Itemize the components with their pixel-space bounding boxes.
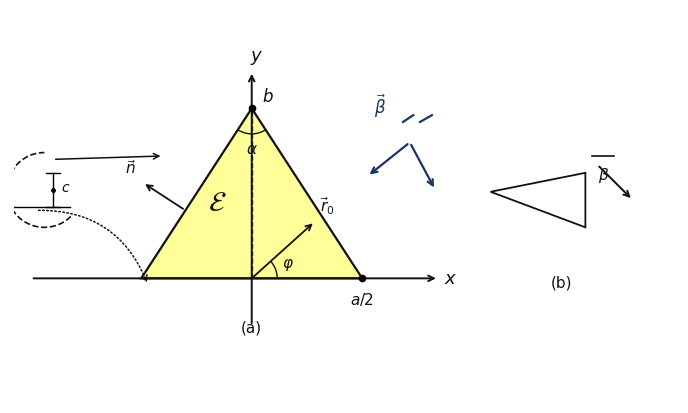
Text: $x$: $x$ — [444, 270, 457, 287]
Text: (a): (a) — [241, 320, 262, 335]
Text: $a/2$: $a/2$ — [350, 290, 374, 308]
Text: (b): (b) — [551, 275, 572, 290]
Text: $b$: $b$ — [262, 88, 274, 106]
Text: $\varphi$: $\varphi$ — [282, 256, 294, 272]
Text: $\beta$: $\beta$ — [599, 165, 610, 184]
Text: $\mathcal{E}$: $\mathcal{E}$ — [208, 188, 227, 216]
Text: $\vec{r}_0$: $\vec{r}_0$ — [320, 195, 334, 217]
Text: $\vec{\beta}$: $\vec{\beta}$ — [374, 92, 386, 119]
Polygon shape — [141, 109, 362, 279]
Text: $y$: $y$ — [250, 49, 264, 67]
Text: $\alpha$: $\alpha$ — [246, 141, 257, 156]
Polygon shape — [491, 173, 585, 228]
Text: $c$: $c$ — [61, 180, 71, 194]
Text: $\vec{n}$: $\vec{n}$ — [125, 159, 136, 176]
